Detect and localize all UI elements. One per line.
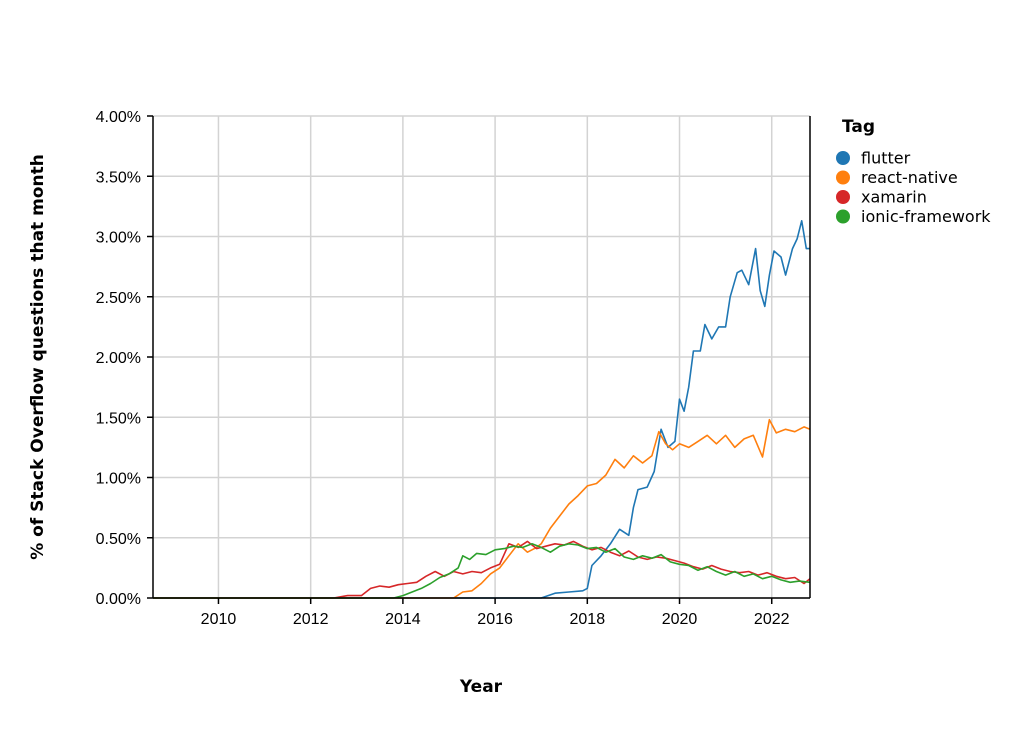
y-tick-label: 0.00%: [96, 591, 141, 608]
ticks: 0.00% 0.50% 1.00% 1.50% 2.00% 2.50% 3.00% 3.50%…: [96, 109, 790, 628]
y-tick-label: 2.00%: [96, 350, 141, 367]
x-tick-label: 2014: [385, 611, 421, 628]
series-group: [153, 220, 811, 599]
legend-swatch-flutter: [836, 151, 850, 165]
y-tick-label: 3.50%: [96, 169, 141, 186]
x-tick-label: 2020: [662, 611, 698, 628]
x-tick-label: 2018: [570, 611, 606, 628]
x-tick-label: 2016: [477, 611, 513, 628]
legend-label-react-native: react-native: [861, 168, 958, 187]
legend-label-xamarin: xamarin: [861, 188, 927, 207]
series-line-flutter: [153, 220, 810, 599]
legend-swatch-xamarin: [836, 190, 850, 204]
y-tick-label: 4.00%: [96, 109, 141, 126]
x-tick-label: 2010: [201, 611, 237, 628]
grid: [153, 115, 810, 599]
y-axis-title: % of Stack Overflow questions that month: [28, 154, 48, 560]
series-line-ionic-framework: [153, 543, 811, 599]
legend-label-flutter: flutter: [861, 149, 911, 168]
y-tick-label: 0.50%: [96, 531, 141, 548]
series-line-react-native: [153, 418, 811, 599]
legend-swatch-ionic-framework: [836, 209, 850, 224]
y-tick-label: 1.00%: [96, 471, 141, 488]
y-tick-label: 2.50%: [96, 290, 141, 307]
y-tick-label: 3.00%: [96, 230, 141, 247]
x-tick-label: 2012: [293, 611, 329, 628]
legend-swatch-react-native: [836, 170, 850, 185]
x-axis-title: Year: [459, 677, 503, 697]
y-tick-label: 1.50%: [96, 410, 141, 427]
legend-label-ionic-framework: ionic-framework: [861, 207, 991, 226]
legend-title: Tag: [842, 117, 875, 137]
legend: Tag flutterreact-nativexamarinionic-fram…: [836, 117, 991, 226]
x-tick-label: 2022: [754, 611, 790, 628]
